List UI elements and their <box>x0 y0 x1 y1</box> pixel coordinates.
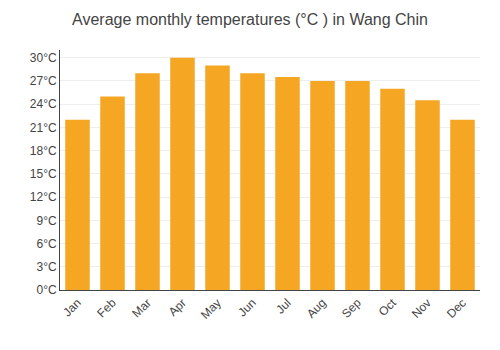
svg-text:Nov: Nov <box>409 296 434 321</box>
svg-text:Dec: Dec <box>444 296 469 321</box>
svg-text:May: May <box>198 296 224 322</box>
svg-text:6°C: 6°C <box>36 237 56 251</box>
svg-text:9°C: 9°C <box>36 214 56 228</box>
svg-text:30°C: 30°C <box>30 51 57 65</box>
svg-text:15°C: 15°C <box>30 167 57 181</box>
svg-text:27°C: 27°C <box>30 74 57 88</box>
svg-text:Jul: Jul <box>273 296 294 317</box>
svg-text:Jan: Jan <box>60 296 84 320</box>
svg-text:Jun: Jun <box>235 296 259 320</box>
svg-text:3°C: 3°C <box>36 260 56 274</box>
svg-text:18°C: 18°C <box>30 144 57 158</box>
svg-text:Mar: Mar <box>129 296 154 321</box>
svg-text:Aug: Aug <box>304 296 329 321</box>
svg-text:Sep: Sep <box>339 296 364 321</box>
svg-text:21°C: 21°C <box>30 121 57 135</box>
svg-text:Apr: Apr <box>166 296 189 319</box>
svg-text:24°C: 24°C <box>30 97 57 111</box>
svg-text:0°C: 0°C <box>36 283 56 297</box>
svg-text:Feb: Feb <box>94 296 119 321</box>
svg-text:Oct: Oct <box>376 295 400 319</box>
svg-text:Average monthly temperatures (: Average monthly temperatures (°C ) in Wa… <box>72 11 428 28</box>
svg-text:12°C: 12°C <box>30 190 57 204</box>
